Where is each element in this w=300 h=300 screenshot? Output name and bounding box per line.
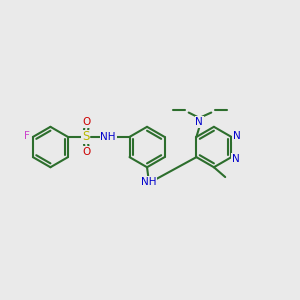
Text: N: N [232, 154, 239, 164]
Text: NH: NH [141, 176, 156, 187]
Text: N: N [196, 117, 203, 127]
Text: O: O [82, 117, 91, 127]
Text: S: S [82, 130, 89, 143]
Text: F: F [24, 131, 30, 141]
Text: N: N [233, 131, 241, 141]
Text: O: O [82, 147, 91, 157]
Text: NH: NH [100, 132, 116, 142]
